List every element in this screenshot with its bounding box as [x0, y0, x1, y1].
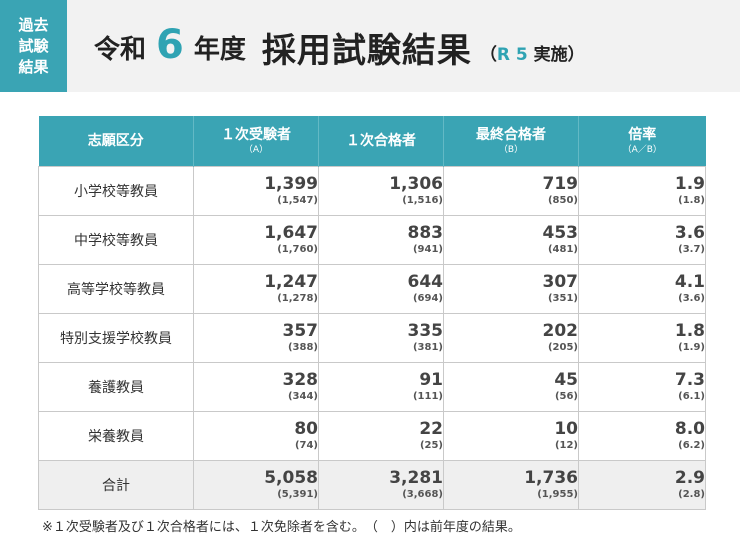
row-category: 高等学校等教員 — [38, 264, 194, 314]
table-row: 中学校等教員 1,647 (1,760) 883 (941) 453 (481) 3.… — [38, 215, 706, 265]
final-pass-cell: 202 (205) — [443, 313, 579, 363]
title-main: 採用試験結果 — [261, 30, 472, 71]
table-row: 高等学校等教員 1,247 (1,278) 644 (694) 307 (351) 4… — [38, 264, 706, 314]
ratio-cell: 4.1 (3.6) — [578, 264, 706, 314]
row-category: 小学校等教員 — [38, 166, 194, 216]
table-row: 栄養教員 80 (74) 22 (25) 10 (12) 8.0 (6.2) — [38, 411, 706, 461]
total-final-pass-cell: 1,736 (1,955) — [443, 460, 579, 510]
table-row: 小学校等教員 1,399 (1,547) 1,306 (1,516) 719 (850… — [38, 166, 706, 216]
final-pass-cell: 45 (56) — [443, 362, 579, 412]
applicants-cell: 1,399 (1,547) — [193, 166, 319, 216]
table-row: 特別支援学校教員 357 (388) 335 (381) 202 (205) 1.8(… — [38, 313, 706, 363]
row-category: 中学校等教員 — [38, 215, 194, 265]
title-note-text: 実施） — [533, 44, 585, 65]
table-header-row: 志願区分 １次受験者 （A） １次合格者 最終合格者 （B） 倍率 （A／B） — [38, 116, 706, 167]
footnote: ※１次受験者及び１次合格者には、１次免除者を含む。 （ ）内は前年度の結果。 — [42, 520, 521, 535]
title-year-number: 6 — [156, 22, 184, 68]
first-pass-cell: 883 (941) — [318, 215, 444, 265]
row-category: 特別支援学校教員 — [38, 313, 194, 363]
applicants-cell: 80 (74) — [193, 411, 319, 461]
title-banner: 過去 試験 結果 令和 6 年度 採用試験結果 （R 5 実施） — [0, 0, 740, 92]
final-pass-cell: 10 (12) — [443, 411, 579, 461]
ratio-cell: 1.9 (1.8) — [578, 166, 706, 216]
final-pass-cell: 307 (351) — [443, 264, 579, 314]
title-note: （R 5 実施） — [480, 40, 585, 65]
row-category: 栄養教員 — [38, 411, 194, 461]
title-note-open: （ — [479, 44, 497, 65]
applicants-cell: 357 (388) — [193, 313, 319, 363]
results-table: 志願区分 １次受験者 （A） １次合格者 最終合格者 （B） 倍率 （A／B） 小学校… — [38, 116, 706, 510]
header-ratio: 倍率 （A／B） — [578, 116, 706, 167]
applicants-cell: 1,247 (1,278) — [193, 264, 319, 314]
title-year-suffix: 年度 — [193, 34, 246, 65]
tag-line-2: 試験 — [18, 36, 49, 55]
first-pass-cell: 644 (694) — [318, 264, 444, 314]
header-first-pass: １次合格者 — [318, 116, 444, 167]
ratio-cell: 1.8 (1.9) — [578, 313, 706, 363]
tag-line-1: 過去 — [18, 15, 49, 34]
total-applicants-cell: 5,058 (5,391) — [193, 460, 319, 510]
total-first-pass-cell: 3,281 (3,668) — [318, 460, 444, 510]
table-row: 養護教員 328 (344) 91 (111) 45 (56) 7.3 (6.1) — [38, 362, 706, 412]
title-note-r5: R 5 — [496, 44, 528, 65]
title-era: 令和 — [94, 34, 147, 65]
tag-line-3: 結果 — [18, 57, 49, 76]
first-pass-cell: 91 (111) — [318, 362, 444, 412]
past-results-tag: 過去 試験 結果 — [0, 0, 67, 92]
final-pass-cell: 719 (850) — [443, 166, 579, 216]
header-applicants: １次受験者 （A） — [193, 116, 319, 167]
total-row: 合計 5,058 (5,391) 3,281 (3,668) 1,736 (1,955… — [38, 460, 706, 510]
total-label: 合計 — [38, 460, 194, 510]
header-final-pass: 最終合格者 （B） — [443, 116, 579, 167]
first-pass-cell: 22 (25) — [318, 411, 444, 461]
total-ratio-cell: 2.9 (2.8) — [578, 460, 706, 510]
applicants-cell: 1,647 (1,760) — [193, 215, 319, 265]
ratio-cell: 3.6 (3.7) — [578, 215, 706, 265]
ratio-cell: 7.3 (6.1) — [578, 362, 706, 412]
header-category: 志願区分 — [38, 116, 194, 167]
ratio-cell: 8.0 (6.2) — [578, 411, 706, 461]
first-pass-cell: 1,306 (1,516) — [318, 166, 444, 216]
final-pass-cell: 453 (481) — [443, 215, 579, 265]
first-pass-cell: 335 (381) — [318, 313, 444, 363]
applicants-cell: 328 (344) — [193, 362, 319, 412]
row-category: 養護教員 — [38, 362, 194, 412]
page-title: 令和 6 年度 採用試験結果 （R 5 実施） — [94, 12, 585, 82]
